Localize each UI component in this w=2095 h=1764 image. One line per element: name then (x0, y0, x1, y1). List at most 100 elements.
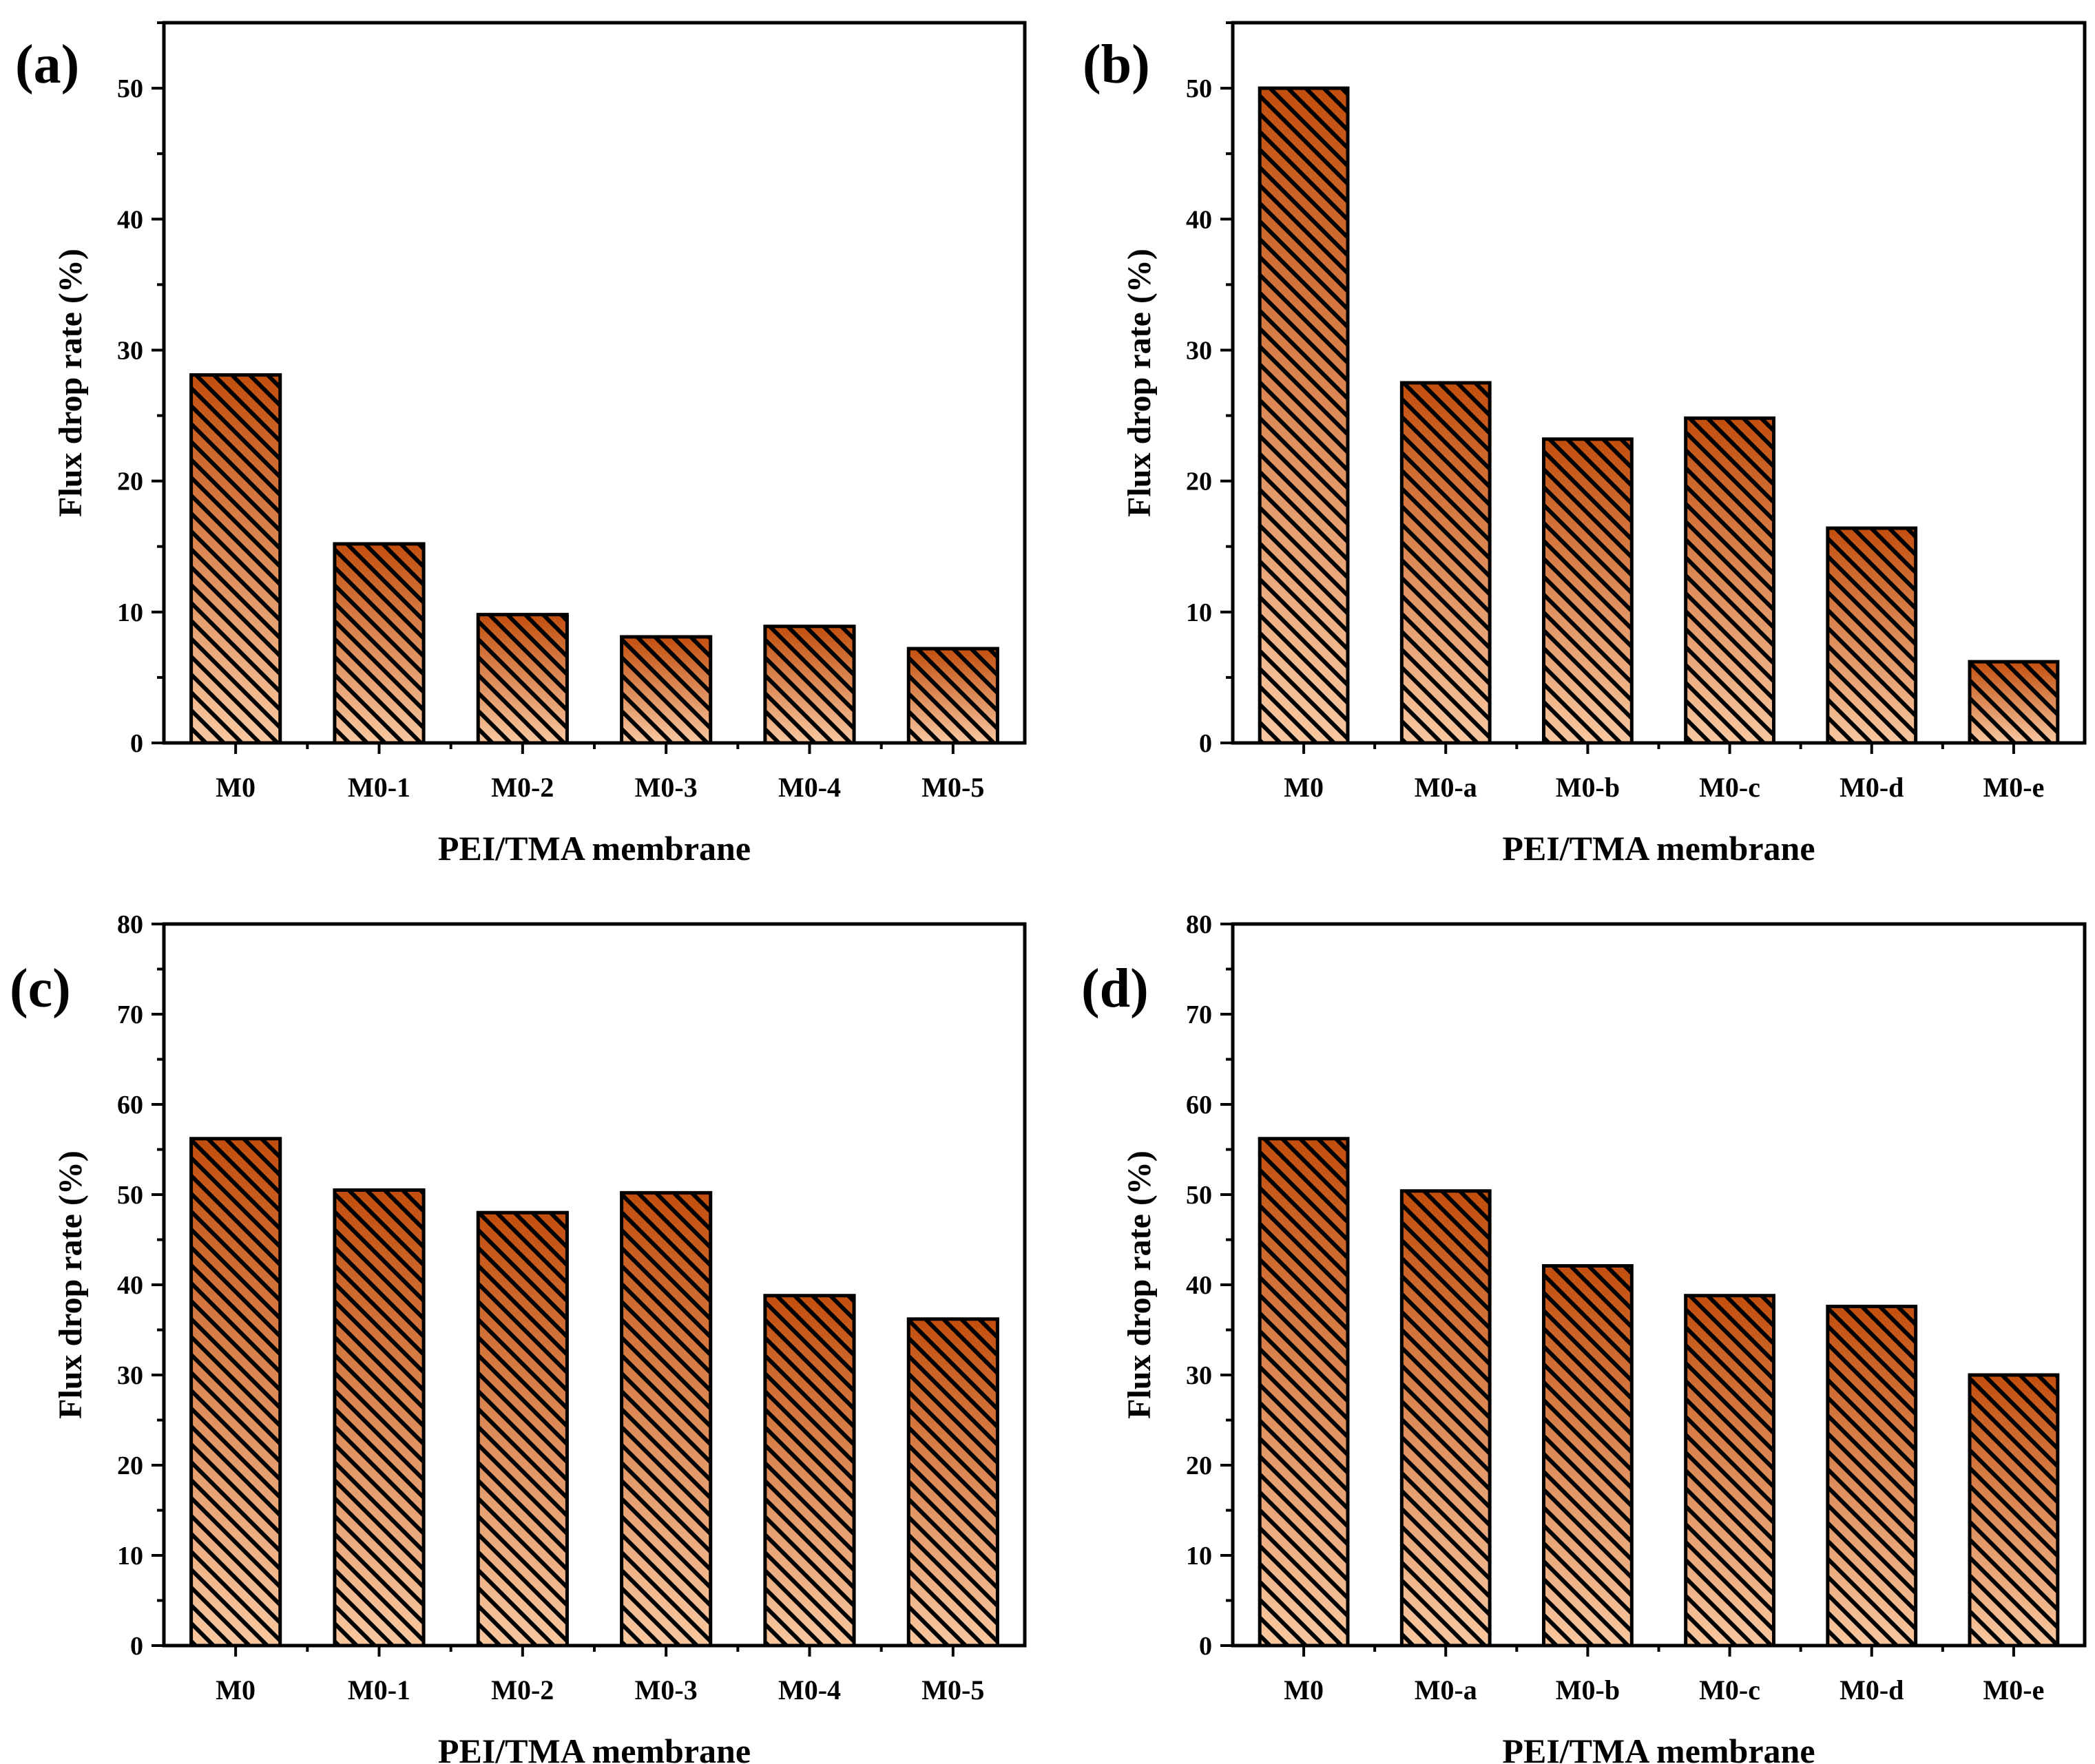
bar-hatch (1401, 1190, 1490, 1646)
bar-M0-1 (333, 1188, 426, 1648)
chart-panel-2: M0 M0-a M0-b M0-c M0-d M0-e 0 10 20 30 40 50 PEI/TMA… (1083, 21, 2087, 868)
y-tick-label: 10 (117, 1542, 143, 1571)
bar-hatch (1260, 88, 1348, 743)
bar-M0-c (1684, 416, 1775, 745)
y-tick-label: 80 (117, 910, 143, 939)
y-tick-label: 20 (117, 1451, 143, 1480)
chart-panel-4: M0 M0-a M0-b M0-c M0-d M0-e 0 10 20 30 40 50 60 70 80 P… (1081, 910, 2087, 1764)
y-tick-label: 60 (1186, 1091, 1212, 1120)
bar-M0-d (1826, 1304, 1918, 1648)
bar-M0 (189, 373, 282, 745)
plot-frame (162, 21, 1027, 745)
y-tick-label: 30 (1186, 336, 1212, 365)
x-tick-label: M0-2 (491, 772, 554, 803)
bar-M0-e (1968, 660, 2060, 745)
bar-M0-4 (763, 1294, 856, 1648)
bar-M0-a (1399, 381, 1492, 745)
bar-M0-5 (906, 647, 999, 745)
y-tick-label: 60 (117, 1091, 143, 1120)
bar-hatch (621, 636, 711, 743)
y-tick-label: 40 (117, 1271, 143, 1300)
y-tick-label: 70 (117, 1000, 143, 1029)
y-axis-label: Flux drop rate (%) (1121, 1151, 1158, 1419)
bar-M0-3 (620, 635, 713, 745)
bar-hatch (621, 1193, 711, 1646)
x-tick-label: M0-b (1556, 1674, 1620, 1705)
bar-M0 (189, 1137, 282, 1648)
y-tick-label: 10 (1186, 1542, 1212, 1571)
x-tick-label: M0-a (1415, 772, 1477, 803)
x-tick-label: M0 (1284, 772, 1324, 803)
bar-hatch (1401, 383, 1490, 743)
x-tick-label: M0-d (1839, 1674, 1904, 1705)
bar-hatch (334, 543, 424, 743)
y-axis-label: Flux drop rate (%) (52, 1151, 89, 1419)
bar-hatch (191, 1138, 280, 1646)
x-tick-label: M0-5 (921, 772, 984, 803)
plot-frame (1231, 922, 2087, 1648)
x-tick-label: M0-1 (348, 772, 410, 803)
bar-hatch (764, 626, 855, 743)
y-axis-label: Flux drop rate (%) (1121, 249, 1158, 517)
x-tick-label: M0-b (1556, 772, 1620, 803)
bar-M0-2 (476, 1210, 569, 1648)
x-tick-label: M0-e (1983, 1674, 2045, 1705)
x-tick-label: M0 (1284, 1674, 1324, 1705)
y-tick-label: 30 (117, 336, 143, 365)
plot-frame (162, 922, 1027, 1648)
x-tick-label: M0-c (1699, 772, 1760, 803)
bar-hatch (1827, 528, 1916, 743)
y-tick-label: 20 (1186, 1451, 1212, 1480)
x-axis-label: PEI/TMA membrane (438, 1732, 751, 1764)
y-tick-label: 50 (117, 74, 143, 103)
bar-hatch (1543, 439, 1632, 743)
bar-M0-c (1684, 1294, 1775, 1648)
y-tick-label: 0 (130, 1632, 143, 1661)
y-tick-label: 20 (117, 468, 143, 496)
y-tick-label: 10 (1186, 598, 1212, 627)
x-tick-label: M0-a (1415, 1674, 1477, 1705)
x-axis-label: PEI/TMA membrane (1502, 829, 1815, 868)
chart-panel-1: M0 M0-1 M0-2 M0-3 M0-4 M0-5 0 10 20 30 40 50 PEI/TMA… (15, 21, 1027, 868)
chart-panel-3: M0 M0-1 M0-2 M0-3 M0-4 M0-5 0 10 20 30 40 50 60 70 80 P… (10, 910, 1027, 1764)
x-tick-label: M0-d (1839, 772, 1904, 803)
y-tick-label: 50 (1186, 1181, 1212, 1210)
y-axis-label: Flux drop rate (%) (52, 249, 89, 517)
bar-M0-4 (763, 624, 856, 745)
y-tick-label: 40 (117, 205, 143, 234)
bar-M0 (1258, 86, 1350, 745)
y-tick-label: 0 (1199, 729, 1212, 758)
y-tick-label: 50 (117, 1181, 143, 1210)
x-tick-label: M0 (216, 772, 256, 803)
x-axis-label: PEI/TMA membrane (438, 829, 751, 868)
plot-frame (1231, 21, 2087, 745)
bar-hatch (1827, 1306, 1916, 1646)
bar-hatch (334, 1190, 424, 1646)
x-tick-label: M0-5 (921, 1674, 984, 1705)
bar-hatch (1970, 1375, 2058, 1646)
y-tick-label: 30 (1186, 1361, 1212, 1390)
panel-label: (b) (1083, 34, 1150, 95)
x-tick-label: M0 (216, 1674, 256, 1705)
bar-M0-e (1968, 1373, 2060, 1648)
x-tick-label: M0-3 (635, 772, 698, 803)
bar-hatch (1685, 418, 1774, 743)
x-tick-label: M0-4 (778, 772, 841, 803)
x-tick-label: M0-1 (348, 1674, 410, 1705)
bar-hatch (1970, 662, 2058, 743)
y-tick-label: 80 (1186, 910, 1212, 939)
bar-M0-b (1542, 437, 1634, 745)
bar-hatch (478, 614, 567, 743)
y-tick-label: 20 (1186, 468, 1212, 496)
y-tick-label: 0 (1199, 1632, 1212, 1661)
bar-hatch (1260, 1138, 1348, 1646)
x-tick-label: M0-4 (778, 1674, 841, 1705)
bar-M0-3 (620, 1190, 713, 1648)
bar-M0-1 (333, 542, 426, 745)
y-tick-label: 40 (1186, 1271, 1212, 1300)
bar-hatch (764, 1295, 855, 1646)
x-tick-label: M0-3 (635, 1674, 698, 1705)
bar-hatch (1543, 1266, 1632, 1646)
y-tick-label: 10 (117, 598, 143, 627)
